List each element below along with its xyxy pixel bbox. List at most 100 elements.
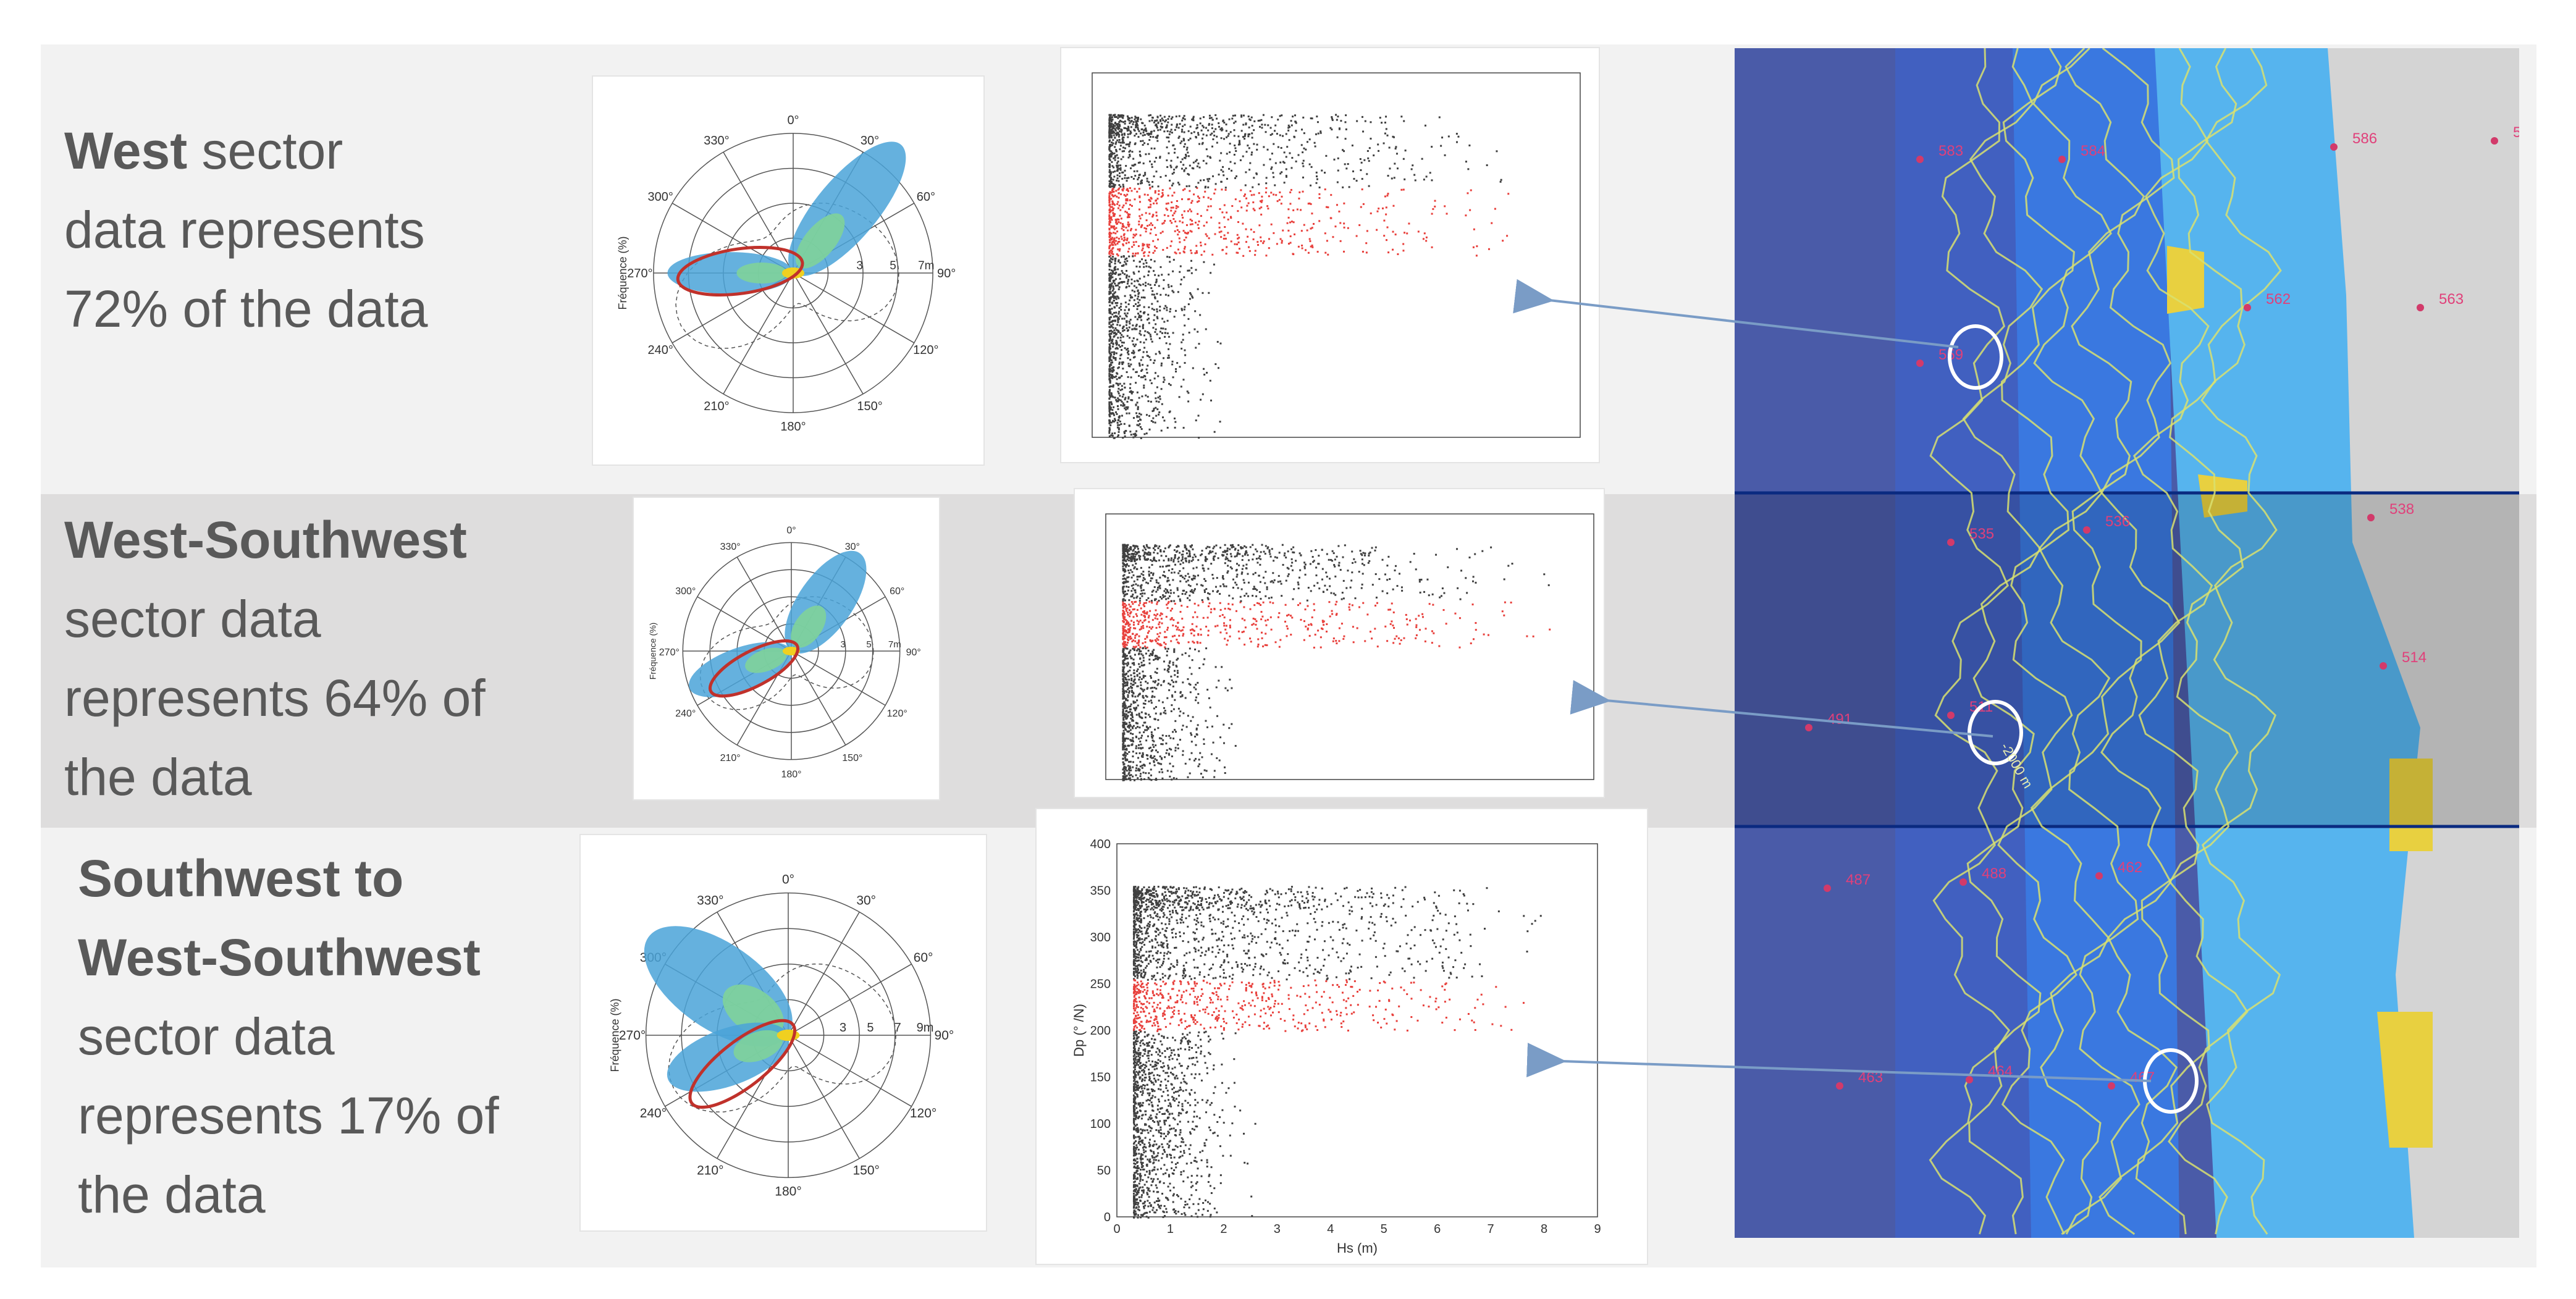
scatter-point bbox=[1300, 618, 1302, 621]
scatter-point bbox=[1139, 747, 1142, 749]
scatter-point bbox=[1145, 581, 1148, 584]
scatter-point bbox=[1139, 740, 1142, 742]
scatter-point bbox=[1156, 751, 1159, 754]
scatter-point bbox=[1181, 158, 1184, 161]
scatter-point bbox=[1260, 201, 1263, 203]
scatter-point bbox=[1116, 421, 1119, 424]
scatter-point bbox=[1179, 710, 1182, 713]
scatter-point bbox=[1118, 307, 1121, 309]
scatter-point bbox=[1274, 184, 1276, 187]
scatter-point bbox=[1121, 206, 1124, 209]
scatter-point bbox=[1138, 208, 1140, 211]
scatter-point bbox=[1235, 568, 1238, 571]
scatter-point bbox=[1110, 132, 1113, 135]
polar-spoke bbox=[788, 912, 860, 1036]
scatter-point bbox=[1266, 618, 1269, 621]
scatter-point bbox=[1290, 120, 1292, 122]
scatter-point bbox=[1310, 550, 1313, 552]
scatter-point bbox=[1166, 159, 1168, 162]
scatter-point bbox=[1123, 329, 1126, 332]
scatter-point bbox=[1252, 544, 1254, 546]
scatter-point bbox=[1142, 283, 1145, 285]
scatter-point bbox=[1339, 222, 1342, 224]
scatter-point bbox=[1161, 195, 1164, 197]
scatter-point bbox=[1109, 412, 1112, 414]
scatter-point bbox=[1148, 658, 1151, 661]
scatter-point bbox=[1139, 773, 1142, 775]
scatter-point bbox=[1124, 728, 1126, 730]
polar-angle-label: 60° bbox=[914, 951, 933, 965]
scatter-point bbox=[1151, 691, 1154, 693]
scatter-point bbox=[1151, 564, 1153, 566]
scatter-point bbox=[1157, 185, 1160, 188]
scatter-point bbox=[1109, 355, 1112, 358]
scatter-point bbox=[1387, 193, 1389, 195]
scatter-point bbox=[1248, 147, 1250, 149]
scatter-point bbox=[1143, 347, 1146, 349]
scatter-point bbox=[1114, 128, 1117, 130]
scatter-point bbox=[1142, 670, 1144, 673]
scatter-point bbox=[1194, 252, 1197, 254]
scatter-point bbox=[1122, 771, 1124, 774]
scatter-point bbox=[1122, 737, 1125, 739]
scatter-point bbox=[1134, 143, 1136, 145]
scatter-point bbox=[1354, 597, 1357, 600]
scatter-point bbox=[1124, 739, 1126, 742]
scatter-point bbox=[1143, 602, 1145, 604]
scatter-point bbox=[1120, 423, 1122, 426]
polar-angle-label: 300° bbox=[675, 586, 696, 597]
scatter-point bbox=[1321, 568, 1324, 570]
scatter-point bbox=[1137, 623, 1140, 625]
scatter-point bbox=[1132, 1022, 1135, 1024]
scatter-point bbox=[1116, 133, 1118, 135]
scatter-point bbox=[1490, 546, 1492, 549]
scatter-point bbox=[1260, 618, 1263, 621]
scatter-point bbox=[1472, 580, 1475, 582]
scatter-point bbox=[1108, 334, 1111, 336]
scatter-point bbox=[1126, 752, 1129, 755]
scatter-point bbox=[1181, 605, 1183, 607]
scatter-point bbox=[1195, 566, 1198, 569]
scatter-point bbox=[1144, 637, 1147, 640]
scatter-point bbox=[1260, 240, 1262, 242]
scatter-point bbox=[1226, 136, 1228, 138]
scatter-point bbox=[1158, 626, 1161, 628]
scatter-point bbox=[1122, 405, 1124, 407]
scatter-point bbox=[1109, 385, 1112, 387]
scatter-point bbox=[1126, 348, 1128, 351]
scatter-point bbox=[1135, 745, 1138, 747]
scatter-point bbox=[1111, 129, 1113, 132]
scatter-point bbox=[1214, 625, 1216, 628]
scatter-point bbox=[1111, 153, 1113, 156]
scatter-axes-box bbox=[1116, 843, 1598, 1217]
scatter-point bbox=[1156, 668, 1158, 670]
scatter-point bbox=[1245, 123, 1247, 125]
scatter-point bbox=[1124, 295, 1126, 297]
scatter-point bbox=[1290, 565, 1292, 567]
scatter-point bbox=[1118, 180, 1120, 182]
scatter-point bbox=[1196, 641, 1198, 643]
scatter-point bbox=[1114, 397, 1116, 399]
scatter-point bbox=[1396, 167, 1399, 170]
scatter-point bbox=[1128, 744, 1130, 747]
scatter-point bbox=[1172, 218, 1175, 221]
scatter-point bbox=[1139, 310, 1142, 313]
scatter-point bbox=[1195, 135, 1197, 138]
scatter-point bbox=[1392, 611, 1395, 613]
scatter-point bbox=[1109, 287, 1112, 289]
scatter-point bbox=[1329, 615, 1331, 618]
scatter-point bbox=[1272, 581, 1274, 584]
scatter-point bbox=[1127, 190, 1129, 192]
scatter-point bbox=[1247, 202, 1250, 204]
scatter-point bbox=[1352, 561, 1354, 564]
scatter-point bbox=[1189, 208, 1191, 211]
scatter-point bbox=[1143, 129, 1145, 132]
scatter-point bbox=[1177, 206, 1179, 208]
scatter-point bbox=[1122, 204, 1125, 207]
scatter-point bbox=[1130, 390, 1132, 392]
scatter-point bbox=[1111, 203, 1114, 206]
scatter-point bbox=[1193, 1111, 1195, 1113]
scatter-point bbox=[1141, 592, 1143, 595]
scatter-point bbox=[1111, 243, 1113, 245]
scatter-point bbox=[1203, 738, 1205, 741]
